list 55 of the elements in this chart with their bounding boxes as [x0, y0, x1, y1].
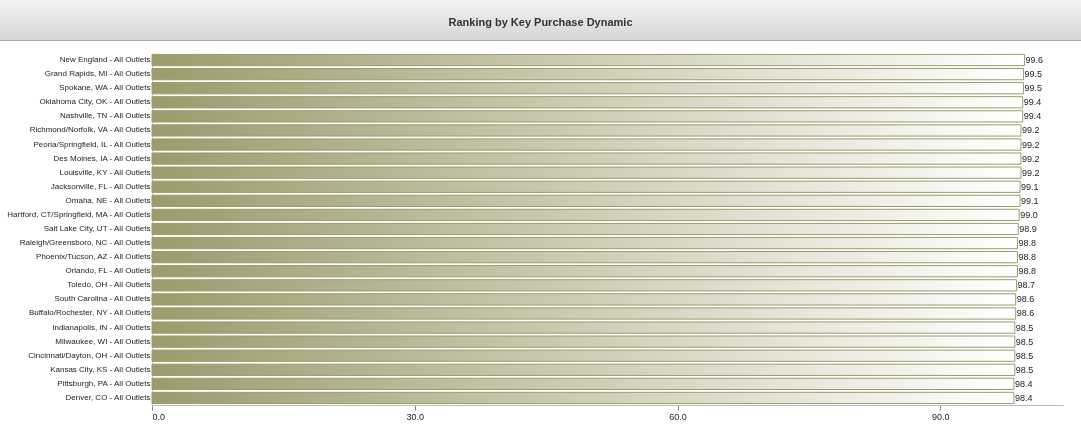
y-tick-label: Kansas City, KS - All Outlets [50, 364, 151, 374]
data-label: 98.5 [1015, 322, 1034, 333]
data-label: 99.4 [1023, 97, 1042, 108]
y-tick-label: Toledo, OH - All Outlets [67, 280, 151, 290]
data-label: 99.6 [1025, 55, 1043, 66]
y-tick-label: Louisville, KY - All Outlets [59, 167, 151, 177]
y-tick-label: Peoria/Springfield, IL - All Outlets [33, 139, 151, 149]
data-label: 98.8 [1018, 238, 1036, 249]
y-tick-label: South Carolina - All Outlets [54, 294, 151, 304]
x-tick-label: 60.0 [669, 411, 687, 422]
x-tick-label: 30.0 [406, 411, 425, 422]
y-tick-label: Raleigh/Greensboro, NC - All Outlets [19, 238, 151, 248]
data-label: 98.9 [1019, 224, 1037, 234]
data-label: 99.2 [1021, 125, 1040, 136]
y-tick-label: Omaha, NE - All Outlets [65, 195, 151, 205]
y-tick-label: Salt Lake City, UT - All Outlets [43, 224, 151, 233]
data-label: 99.2 [1021, 167, 1040, 178]
data-label: 99.5 [1024, 69, 1043, 80]
y-tick-label: Oklahoma City, OK - All Outlets [39, 97, 151, 107]
y-tick-label: Hartford, CT/Springfield, MA - All Outlets [7, 209, 151, 219]
y-tick-label: Pittsburgh, PA - All Outlets [57, 378, 151, 388]
y-tick-label: Grand Rapids, MI - All Outlets [44, 69, 151, 79]
x-tick-label: 0.0 [152, 411, 166, 422]
data-label: 98.6 [1016, 294, 1035, 305]
data-label: 99.2 [1021, 153, 1040, 164]
data-label: 98.5 [1015, 364, 1034, 375]
y-tick-label: Phoenix/Tucson, AZ - All Outlets [36, 252, 151, 262]
y-tick-label: Richmond/Norfolk, VA - All Outlets [29, 125, 151, 135]
y-tick-label: Des Moines, IA - All Outlets [53, 153, 151, 163]
data-label: 99.0 [1020, 209, 1038, 220]
y-tick-label: Milwaukee, WI - All Outlets [55, 336, 151, 346]
y-tick-label: Indianapolis, IN - All Outlets [52, 322, 151, 332]
data-label: 99.4 [1023, 111, 1042, 122]
y-tick-label: Orlando, FL - All Outlets [65, 266, 151, 276]
chart-title: Ranking by Key Purchase Dynamic [0, 0, 1081, 41]
data-label: 99.1 [1021, 195, 1039, 206]
data-label: 98.4 [1014, 392, 1033, 403]
data-label: 98.8 [1018, 252, 1036, 263]
y-tick-label: Nashville, TN - All Outlets [59, 111, 151, 121]
data-label: 98.7 [1017, 280, 1036, 291]
y-tick-label: Spokane, WA - All Outlets [59, 83, 151, 93]
y-tick-label: Jacksonville, FL - All Outlets [50, 181, 151, 191]
data-label: 98.4 [1014, 378, 1033, 389]
y-tick-label: Buffalo/Rochester, NY - All Outlets [28, 308, 151, 318]
data-label: 99.1 [1021, 181, 1039, 192]
x-tick-label: 90.0 [932, 411, 950, 422]
y-tick-label: Cincinnati/Dayton, OH - All Outlets [28, 350, 151, 360]
data-label: 98.5 [1015, 350, 1034, 361]
y-tick-label: New England - All Outlets [59, 55, 151, 65]
data-label: 99.2 [1021, 139, 1040, 150]
y-tick-label: Denver, CO - All Outlets [65, 392, 151, 402]
data-label: 98.8 [1018, 266, 1036, 277]
data-label: 98.5 [1015, 336, 1034, 347]
data-label: 98.6 [1016, 308, 1035, 319]
data-label: 99.5 [1024, 83, 1043, 94]
